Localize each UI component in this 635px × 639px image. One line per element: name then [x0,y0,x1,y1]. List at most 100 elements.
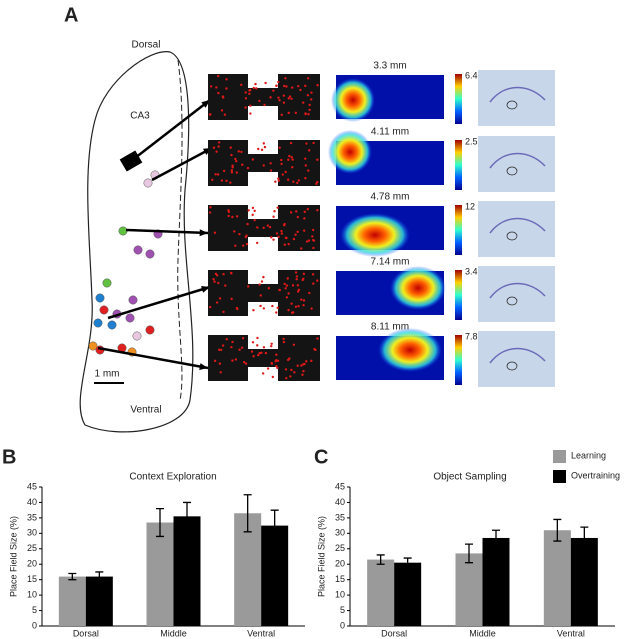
bar [261,525,289,626]
spike [302,101,305,104]
spike [270,344,273,348]
spike [280,232,284,235]
spike [219,348,223,352]
error-bar [95,571,104,582]
spike [297,304,300,308]
site-dot [99,305,109,315]
spike [251,213,254,217]
spike [231,166,234,169]
x-tick-label: Middle [469,628,496,638]
legend-swatch [553,450,566,463]
spike [289,141,293,145]
spike [280,113,283,117]
spike [267,287,271,290]
spike [263,103,266,107]
spike [310,307,313,310]
spike [209,206,212,209]
spike [271,375,275,379]
spike [297,84,300,88]
spike [287,97,290,100]
spike [305,360,308,363]
spike [221,95,224,98]
spike [225,338,228,341]
spike [262,226,265,229]
spike [256,336,259,340]
spike [236,307,239,311]
spike [289,375,292,378]
spike [287,158,290,161]
spike [264,351,268,355]
spike [302,369,305,373]
spike [290,311,294,314]
spike [300,364,303,367]
site-dot [88,341,98,351]
y-tick-label: 15 [335,574,345,584]
y-tick-label: 20 [335,559,345,569]
bar [482,537,510,626]
arena-right [278,140,320,186]
spike [296,215,299,219]
trajectory [208,335,320,381]
spike [212,146,216,149]
spike [307,239,311,242]
arrow [97,346,209,370]
spike [275,311,278,314]
heatmap-field [328,130,372,174]
spike [308,291,311,295]
histology-mark [506,231,518,241]
spike [315,182,318,185]
spike [269,162,272,165]
spike [255,241,259,245]
spike [282,340,286,344]
spike [278,146,281,149]
spike [217,141,221,144]
spike [246,222,249,226]
spike [286,178,290,181]
arena-right [278,335,320,381]
spike [249,112,252,115]
x-tick-label: Ventral [557,628,585,638]
heatmap-field [390,266,446,310]
y-tick-label: 0 [32,620,37,630]
spike [270,361,273,365]
spike [294,233,297,236]
region-label: CA3 [130,111,150,122]
spike [235,159,238,163]
spike [231,359,234,362]
spike [257,147,260,151]
spike [287,292,290,295]
spike [295,210,298,213]
spike [303,210,306,214]
spike [259,304,262,308]
spike [287,308,290,312]
spike [230,297,233,301]
spike [252,86,256,90]
spike [215,150,218,153]
spike [245,242,249,246]
spike [295,275,299,278]
spike [310,91,313,94]
panel-label: B [2,446,16,468]
spike [261,372,265,375]
histology-layer [489,152,546,169]
spike [291,284,295,287]
arena-corridor [248,284,278,302]
arrow-head [199,229,208,237]
spike [302,229,306,232]
spike [258,283,261,286]
spike [306,208,309,211]
spike [256,226,259,229]
depth-label: 4.11 mm [371,127,409,138]
spike [257,353,260,357]
spike [240,346,244,349]
error-bar [465,543,473,564]
ventral-label: Ventral [130,405,161,416]
spike [219,371,222,374]
spike [305,240,309,243]
spike [292,343,296,346]
spike [310,359,313,363]
spike [251,341,255,344]
spike [302,272,306,276]
arena-right [278,270,320,316]
spike [253,219,256,222]
